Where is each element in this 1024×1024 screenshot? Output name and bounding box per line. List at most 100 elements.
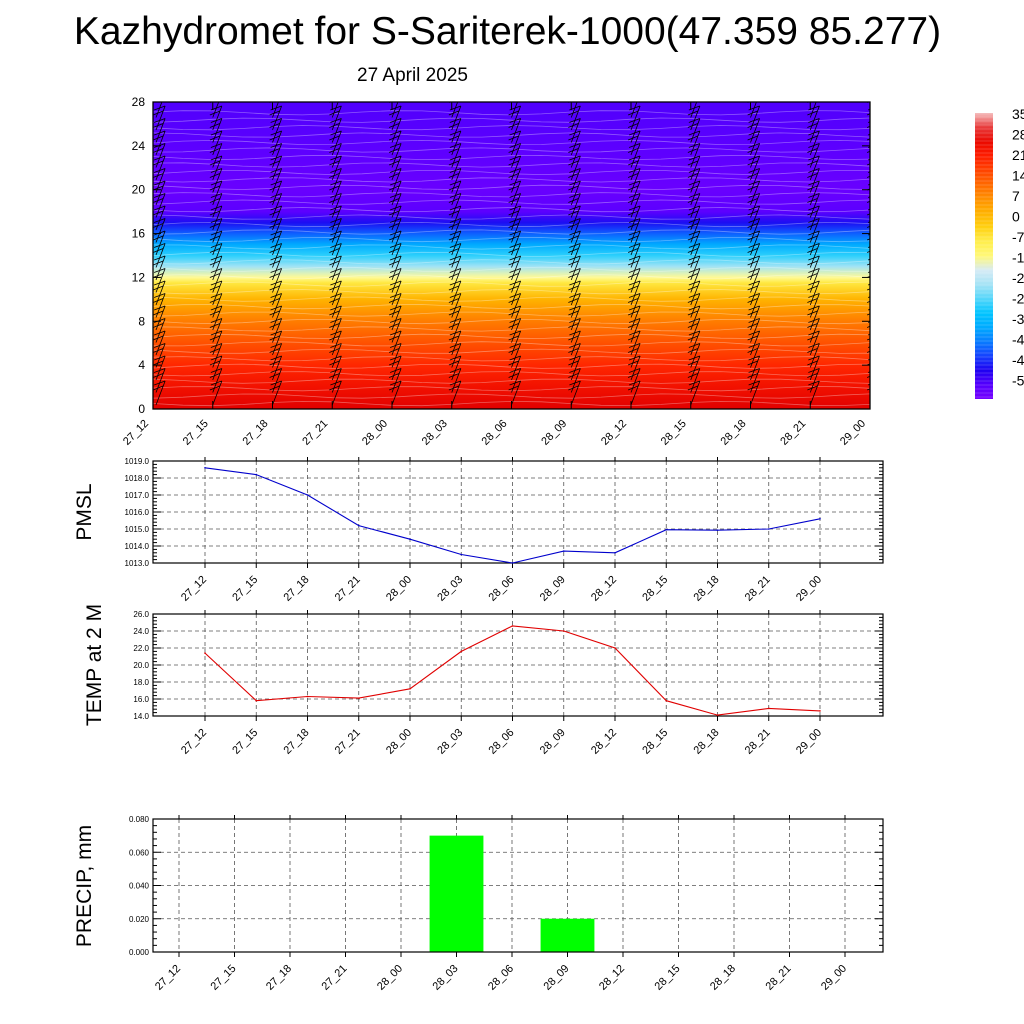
x-tick-label: 28_21: [764, 963, 794, 993]
wind-barb-staff: [391, 343, 402, 368]
y-tick-label: 20: [132, 183, 146, 197]
wind-barb-staff: [630, 118, 641, 143]
wind-barb-staff: [391, 293, 402, 318]
wind-barb-staff: [451, 318, 462, 343]
wind-barb-staff: [511, 243, 521, 268]
contour-line: [153, 139, 870, 146]
precip-bar: [540, 918, 595, 952]
y-tick-label: 0.020: [129, 915, 150, 924]
wind-barb-staff: [212, 255, 223, 281]
wind-barb-staff: [331, 130, 342, 156]
wind-barb-staff: [630, 180, 641, 206]
wind-barb-staff: [212, 318, 223, 343]
data-point: [562, 550, 565, 552]
wind-barb-staff: [451, 143, 462, 168]
x-tick-label: 27_21: [333, 574, 363, 604]
x-tick-label: 28_12: [597, 963, 627, 993]
wind-barb-staff: [869, 241, 870, 243]
height-time-section: 0 4 8 12 16 20 24 28 27_12 27_15 27_18 27_21 28_00 28…: [121, 94, 871, 448]
data-point: [716, 529, 719, 531]
wind-barb-staff: [750, 218, 760, 243]
wind-barb-staff: [630, 318, 641, 343]
wind-barb-staff: [869, 303, 870, 305]
wind-barb-staff: [690, 193, 701, 218]
data-point: [460, 553, 463, 556]
wind-barb-staff: [272, 118, 282, 143]
wind-barb-staff: [750, 293, 760, 318]
wind-barb-staff: [511, 343, 521, 368]
precip-chart: 0.000 0.020 0.040 0.060 0.080 27_12 27_15 27_18…: [73, 815, 884, 993]
wind-barb-staff: [511, 380, 521, 406]
wind-barb-staff: [570, 205, 581, 231]
wind-barb-staff: [212, 118, 223, 143]
x-tick-label: 28_21: [778, 418, 808, 448]
wind-barb-staff: [750, 230, 760, 256]
x-tick-label: 28_09: [538, 574, 568, 604]
wind-barb-staff: [869, 278, 870, 280]
wind-barb-feather: [866, 200, 870, 203]
wind-barb-feather: [211, 94, 222, 98]
y-tick-label: 22.0: [133, 644, 149, 653]
wind-barb-staff: [750, 343, 760, 368]
wind-barb-staff: [809, 355, 820, 381]
wind-barb-staff: [212, 305, 223, 331]
wind-barb-staff: [391, 318, 402, 343]
wind-barb-staff: [809, 105, 820, 131]
wind-barb-staff: [391, 368, 402, 393]
contour-line: [153, 147, 870, 153]
wind-barb-staff: [451, 268, 462, 293]
wind-barb-staff: [690, 280, 701, 306]
wind-barb-staff: [155, 230, 166, 256]
wind-barb-feather: [866, 288, 870, 291]
wind-barb-staff: [869, 253, 870, 255]
wind-barb-staff: [750, 102, 757, 118]
wind-barb-staff: [391, 330, 402, 356]
y-axis-label: PMSL: [73, 483, 96, 540]
wind-barb-staff: [331, 318, 342, 343]
x-tick-label: 27_12: [121, 418, 151, 448]
wind-barb-staff: [155, 355, 166, 381]
wind-barb-staff: [570, 218, 581, 243]
x-tick-label: 27_18: [264, 963, 294, 993]
wind-barb-feather: [569, 94, 580, 98]
wind-barb-staff: [630, 268, 641, 293]
x-tick-label: 27_21: [320, 963, 350, 993]
wind-barb-staff: [511, 118, 521, 143]
wind-barb-staff: [331, 343, 342, 368]
wind-barb-feather: [866, 375, 870, 378]
wind-barb-staff: [391, 243, 402, 268]
x-tick-label: 29_00: [794, 574, 824, 604]
wind-barb-staff: [155, 155, 166, 181]
wind-barb-staff: [570, 118, 581, 143]
heatmap-fill: [153, 102, 870, 409]
wind-barb-staff: [451, 118, 462, 143]
y-tick-label: 0.040: [129, 882, 150, 891]
wind-barb-staff: [511, 105, 521, 131]
wind-barb-staff: [690, 230, 701, 256]
wind-barb-staff: [750, 380, 760, 406]
wind-barb-staff: [750, 318, 760, 343]
y-tick-label: 1015.0: [125, 525, 150, 534]
wind-barb-staff: [630, 343, 641, 368]
wind-barb-staff: [690, 268, 701, 293]
data-point: [665, 699, 668, 702]
wind-barb-staff: [630, 130, 641, 156]
wind-barb-staff: [809, 102, 817, 118]
wind-barb-staff: [272, 230, 282, 256]
wind-barb-staff: [155, 380, 166, 406]
wind-barb-staff: [630, 368, 641, 393]
wind-barb-feather: [866, 338, 870, 341]
wind-barb-staff: [451, 102, 459, 118]
wind-barb-staff: [690, 380, 701, 406]
data-point: [767, 528, 770, 530]
wind-barb-staff: [212, 230, 223, 256]
wind-barb-staff: [511, 305, 521, 331]
wind-barb-staff: [212, 205, 223, 231]
x-tick-label: 28_06: [487, 727, 517, 757]
wind-barb-staff: [690, 168, 701, 193]
wind-barb-staff: [869, 353, 870, 355]
wind-barb-staff: [511, 130, 521, 156]
colorbar-label: -14: [1012, 250, 1024, 266]
wind-barb-staff: [869, 216, 870, 218]
wind-barb-staff: [212, 102, 220, 118]
